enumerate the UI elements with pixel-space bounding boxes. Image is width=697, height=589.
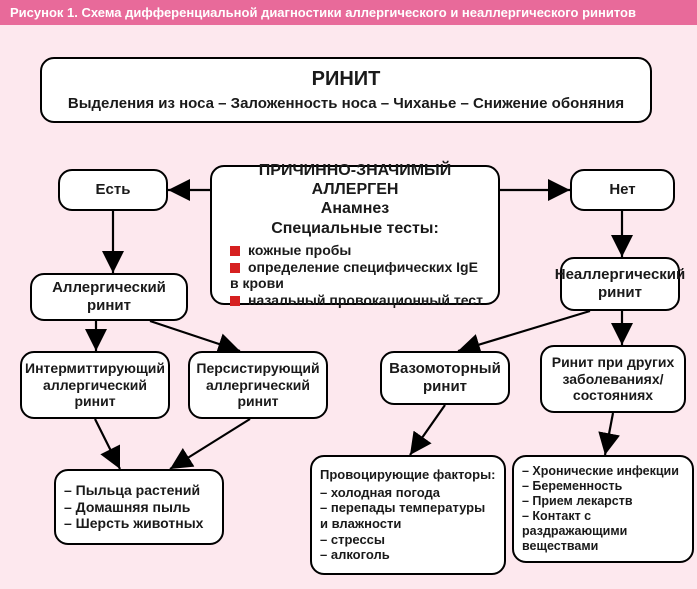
edge: [170, 419, 250, 469]
node-nonallergic: Неаллергический ринит: [560, 257, 680, 311]
cause-t2: Анамнез: [220, 199, 490, 218]
node-factors: Провоцирующие факторы: – холодная погода…: [310, 455, 506, 575]
list-item: – Беременность: [522, 479, 622, 494]
list-item: – Контакт с раздражающими веществами: [522, 509, 684, 554]
list-item: – Хронические инфекции: [522, 464, 679, 479]
list-item: – перепады температуры и влажности: [320, 500, 485, 531]
cause-tests: кожные пробы определение специфических I…: [230, 242, 490, 309]
edge: [150, 321, 240, 351]
list-item: – Пыльца растений: [64, 482, 200, 499]
cause-t1: ПРИЧИННО-ЗНАЧИМЫЙ АЛЛЕРГЕН: [220, 161, 490, 199]
node-cause: ПРИЧИННО-ЗНАЧИМЫЙ АЛЛЕРГЕН Анамнез Специ…: [210, 165, 500, 305]
edge: [410, 405, 445, 455]
node-persistent: Персистирующий аллергический ринит: [188, 351, 328, 419]
title-sub: Выделения из носа – Заложенность носа – …: [68, 95, 624, 113]
list-item: – алкоголь: [320, 547, 390, 563]
list-item: – холодная погода: [320, 485, 440, 501]
title-main: РИНИТ: [312, 67, 381, 91]
edge: [605, 413, 613, 455]
factors-title: Провоцирующие факторы:: [320, 467, 496, 483]
node-conditions: – Хронические инфекции – Беременность – …: [512, 455, 694, 563]
node-intermittent: Интермиттирующий аллергический ринит: [20, 351, 170, 419]
flowchart-canvas: РИНИТ Выделения из носа – Заложенность н…: [0, 25, 697, 585]
node-vasomotor: Вазомоторный ринит: [380, 351, 510, 405]
node-yes: Есть: [58, 169, 168, 211]
list-item: – Прием лекарств: [522, 494, 633, 509]
cause-t3: Специальные тесты:: [220, 219, 490, 238]
node-other: Ринит при других заболеваниях/ состояния…: [540, 345, 686, 413]
node-allergens: – Пыльца растений – Домашняя пыль – Шерс…: [54, 469, 224, 545]
node-no: Нет: [570, 169, 675, 211]
list-item: – стрессы: [320, 532, 385, 548]
cause-test-item: кожные пробы: [230, 242, 490, 259]
list-item: – Шерсть животных: [64, 515, 203, 532]
cause-test-item: назальный провокационный тест: [230, 292, 490, 309]
node-allergic: Аллергический ринит: [30, 273, 188, 321]
cause-test-item: определение специфических IgE в крови: [230, 259, 490, 293]
edge: [95, 419, 120, 469]
figure-header: Рисунок 1. Схема дифференциальной диагно…: [0, 0, 697, 25]
list-item: – Домашняя пыль: [64, 499, 190, 516]
node-title: РИНИТ Выделения из носа – Заложенность н…: [40, 57, 652, 123]
